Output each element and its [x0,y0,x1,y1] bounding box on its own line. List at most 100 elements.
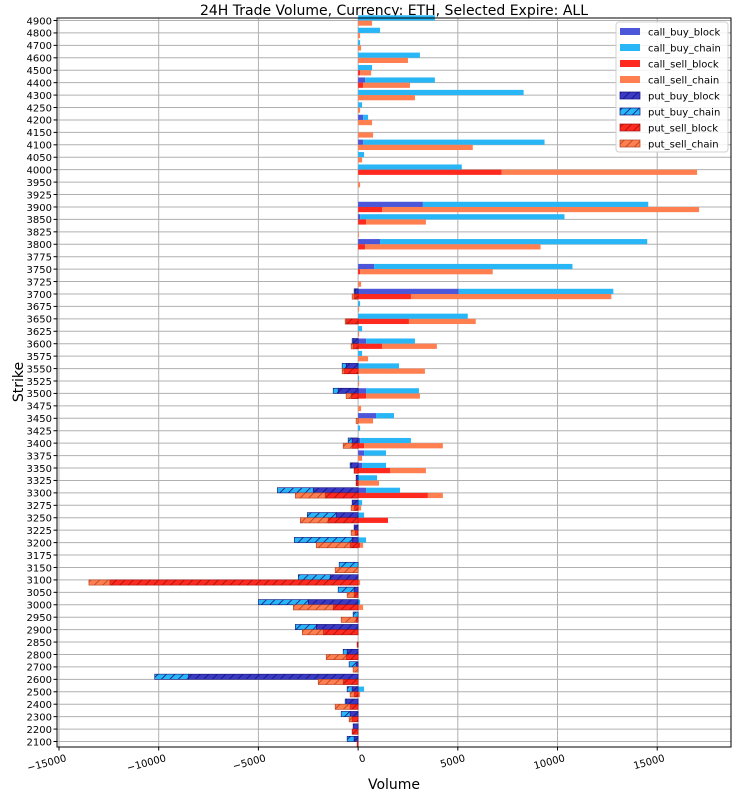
bar-call-sell-chain-3800 [365,244,541,250]
y-tick-label: 4900 [27,16,52,27]
bar-put-buy-block-2200 [352,723,359,730]
bar-call-buy-chain-3425 [358,425,361,431]
y-tick-label: 4250 [27,103,52,114]
x-axis: −15000 −10000 −5000 0 5000 10000 15000 [26,747,666,774]
legend-label-put-sell-block: put_sell_block [648,124,718,135]
bar-call-sell-chain-3100 [358,579,361,586]
bar-call-sell-block-3900 [358,206,383,213]
bar-call-sell-chain-3675 [358,306,360,312]
bar-put-sell-block-2600 [342,679,359,685]
bar-call-sell-block-4000 [358,169,502,175]
legend-label-call-sell-block: call_sell_block [648,60,719,71]
bar-put-sell-block-2900 [322,629,359,636]
y-tick-label: 2400 [27,700,52,711]
bar-call-buy-chain-4050 [358,152,365,158]
bar-put-buy-chain-2300 [340,711,351,717]
y-axis-label: Strike [11,362,27,402]
y-tick-label: 2800 [27,650,52,661]
bar-put-sell-chain-3250 [299,517,329,524]
bar-put-buy-block-3400 [351,437,359,444]
bar-call-buy-chain-3525 [358,375,360,381]
bar-call-buy-chain-4100 [363,139,545,145]
y-tick-label: 3575 [27,352,52,363]
bar-call-buy-chain-3275 [358,500,363,506]
bar-put-buy-block-3700 [354,288,359,295]
bar-call-buy-chain-4500 [358,65,373,71]
bar-put-buy-chain-2500 [346,686,353,693]
bar-call-sell-chain-4250 [358,107,361,113]
bar-put-sell-chain-2600 [317,679,344,685]
y-tick-label: 3800 [27,240,52,251]
bar-call-sell-chain-4700 [358,45,362,51]
plot-frame [56,17,732,748]
bar-call-buy-chain-3900 [422,201,649,207]
bar-call-sell-block-3350 [358,468,391,474]
y-tick-label: 2600 [27,675,52,686]
legend-swatch-put-sell-chain [619,139,641,148]
bar-call-buy-chain-3250 [358,512,365,518]
x-tick-label: 15000 [632,753,666,772]
bar-put-buy-block-3250 [335,512,359,519]
bar-call-buy-block-3300 [358,487,367,493]
bar-call-sell-chain-4400 [363,82,410,88]
bar-put-buy-chain-3500 [332,387,339,394]
bar-call-buy-block-3500 [358,388,367,394]
y-tick-label: 4100 [27,141,52,152]
bar-put-sell-block-3650 [345,318,359,325]
bar-call-sell-chain-3725 [358,281,362,287]
y-tick-label: 3000 [27,601,52,612]
legend-swatch-put-sell-block [619,123,641,132]
bar-call-buy-chain-4700 [358,40,361,46]
bar-call-sell-chain-4600 [358,57,408,63]
bar-put-buy-block-3000 [307,599,359,606]
legend-swatch-call-buy-block [620,28,640,35]
bar-call-buy-chain-3375 [364,450,387,456]
bar-call-buy-chain-3850 [360,214,565,220]
bar-call-buy-block-3900 [358,201,423,207]
bar-call-sell-chain-3450 [358,418,374,424]
bar-call-buy-chain-4300 [358,89,524,96]
y-tick-label: 3600 [27,340,52,351]
bar-put-sell-block-3300 [324,492,359,499]
y-tick-label: 3950 [27,178,52,189]
bar-put-sell-block-3400 [351,442,359,449]
y-tick-label: 4400 [27,78,52,89]
y-tick-label: 3225 [27,526,52,537]
bar-put-buy-chain-2900 [294,624,317,630]
bar-put-buy-chain-3250 [306,512,337,519]
legend-label-put-buy-chain: put_buy_chain [648,108,720,119]
bar-put-sell-chain-3500 [345,393,352,399]
bar-call-sell-chain-3400 [364,443,443,449]
bar-put-sell-chain-2900 [301,629,324,636]
bar-call-sell-chain-3900 [382,206,700,213]
bar-put-buy-chain-3350 [349,462,352,469]
bar-call-sell-chain-3950 [358,182,361,188]
bar-put-sell-chain-3600 [350,343,354,350]
bar-call-buy-block-3600 [358,338,367,344]
bar-call-buy-block-4200 [358,114,364,120]
bar-put-buy-chain-2950 [352,611,359,618]
bar-call-sell-chain-3700 [410,293,612,300]
bar-call-sell-chain-3825 [358,231,359,238]
bar-put-sell-chain-3000 [292,604,334,611]
y-tick-label: 3200 [27,538,52,549]
y-tick-label: 3475 [27,402,52,413]
y-tick-label: 3700 [27,290,52,301]
bar-call-buy-chain-3350 [362,462,387,469]
bar-call-buy-chain-3300 [366,487,400,493]
y-tick-label: 2500 [27,688,52,699]
y-tick-label: 3250 [27,514,52,525]
bar-call-buy-chain-4600 [358,52,420,58]
y-tick-label: 2200 [27,725,52,736]
bar-call-buy-block-4400 [358,77,366,83]
y-tick-label: 2300 [27,712,52,723]
bar-put-sell-block-3500 [350,393,359,399]
y-tick-label: 3625 [27,327,52,338]
bar-call-sell-chain-4150 [358,132,374,138]
legend-swatch-call-sell-chain [620,76,640,83]
bar-put-buy-block-3325 [355,474,359,481]
y-tick-label: 3525 [27,377,52,388]
bar-call-sell-block-4500 [358,70,361,76]
bar-put-sell-chain-3700 [351,293,355,300]
